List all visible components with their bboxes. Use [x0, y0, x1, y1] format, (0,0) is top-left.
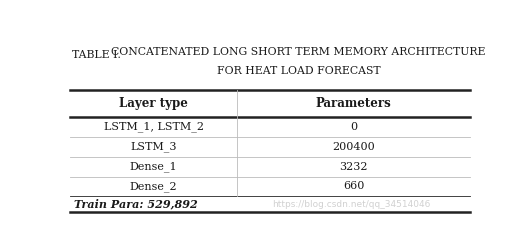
Text: LSTM_1, LSTM_2: LSTM_1, LSTM_2: [104, 122, 204, 132]
Text: https://blog.csdn.net/qq_34514046: https://blog.csdn.net/qq_34514046: [272, 200, 431, 209]
Text: 3232: 3232: [339, 162, 368, 172]
Text: Dense_2: Dense_2: [130, 181, 178, 192]
Text: 660: 660: [343, 182, 365, 191]
Text: 200400: 200400: [333, 142, 375, 152]
Text: Parameters: Parameters: [316, 97, 392, 110]
Text: 0: 0: [350, 122, 357, 132]
Text: TABLE I.: TABLE I.: [72, 50, 121, 60]
Text: CONCATENATED LONG SHORT TERM MEMORY ARCHITECTURE: CONCATENATED LONG SHORT TERM MEMORY ARCH…: [111, 47, 486, 57]
Text: Layer type: Layer type: [119, 97, 188, 110]
Text: LSTM_3: LSTM_3: [131, 141, 177, 152]
Text: FOR HEAT LOAD FORECAST: FOR HEAT LOAD FORECAST: [217, 66, 380, 76]
Text: Dense_1: Dense_1: [130, 161, 178, 172]
Text: Train Para: 529,892: Train Para: 529,892: [74, 199, 198, 210]
